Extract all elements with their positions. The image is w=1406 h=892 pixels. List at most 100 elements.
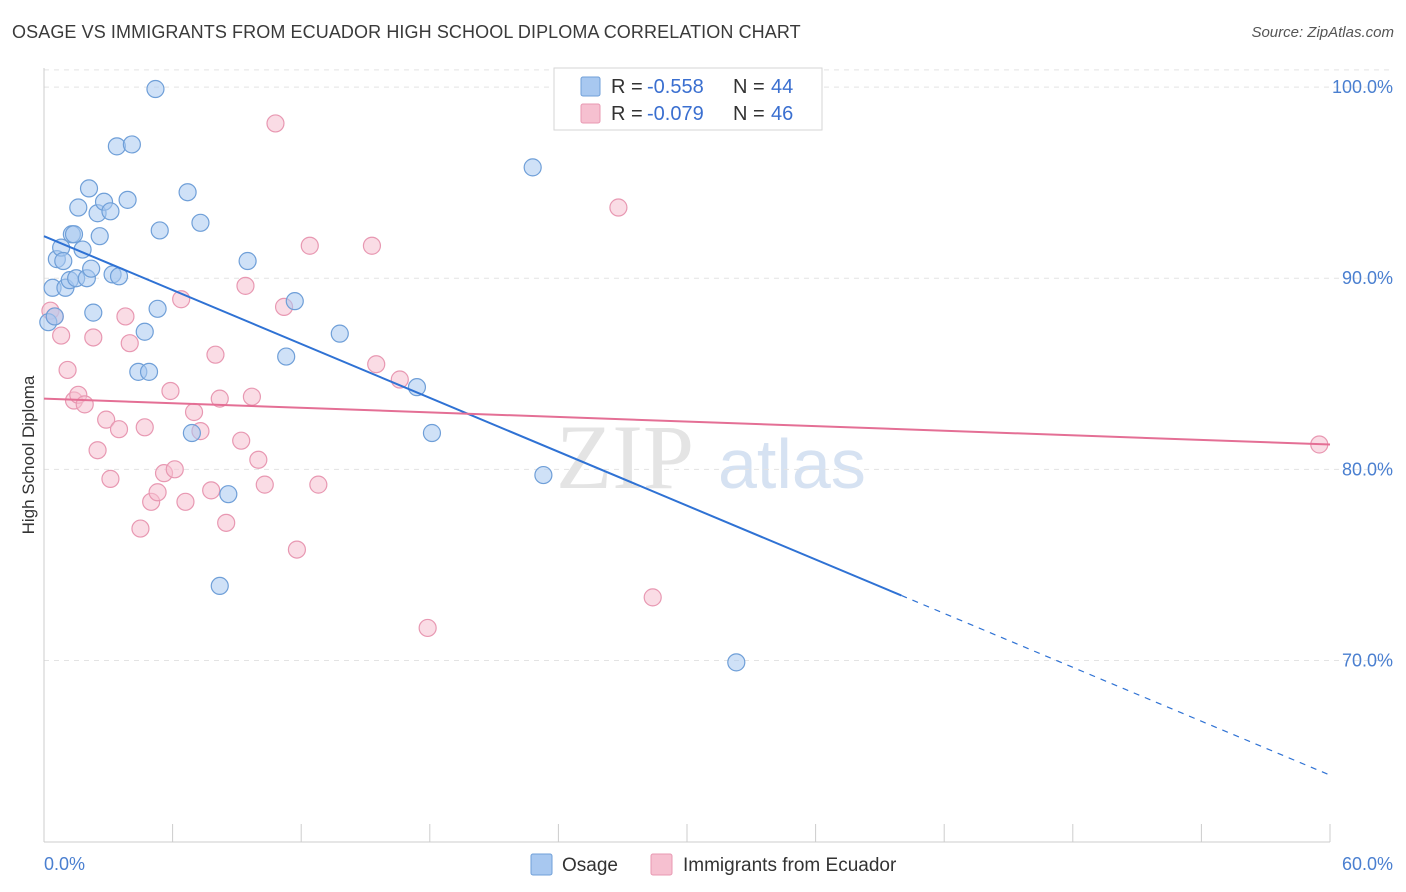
osage-point	[219, 485, 238, 504]
ecuador-point	[202, 481, 221, 500]
x-tick-label: 60.0%	[1342, 854, 1393, 874]
osage-point	[107, 137, 126, 156]
ecuador-point	[161, 381, 180, 401]
osage-point	[122, 135, 141, 154]
osage-point	[82, 259, 101, 278]
legend-n-label-osage: N =	[733, 76, 765, 98]
y-tick-labels: 100.0% 90.0% 80.0% 70.0%	[1332, 77, 1393, 670]
legend-series: Osage Immigrants from Ecuador	[530, 853, 897, 876]
ecuador-point	[242, 387, 262, 406]
ecuador-point	[236, 276, 255, 295]
osage-points	[39, 79, 746, 672]
ecuador-point	[367, 355, 386, 374]
osage-point	[178, 183, 197, 202]
osage-point	[146, 79, 165, 99]
ecuador-point	[176, 492, 195, 511]
ecuador-point	[97, 410, 116, 429]
osage-point	[534, 465, 553, 485]
trend-lines	[43, 235, 1331, 776]
ecuador-point	[609, 198, 628, 217]
source-label: Source: ZipAtlas.com	[1251, 24, 1394, 41]
ecuador-point	[52, 326, 71, 345]
ecuador-point	[75, 395, 94, 414]
legend-n-value-ecuador: 46	[771, 103, 793, 125]
y-tick-label: 80.0%	[1342, 459, 1393, 479]
legend-label-osage: Osage	[562, 855, 618, 876]
ecuador-point	[84, 328, 103, 347]
legend-r-value-osage: -0.558	[647, 76, 704, 98]
legend-r-value-ecuador: -0.079	[647, 103, 704, 125]
ecuador-point	[109, 420, 129, 439]
ecuador-point	[309, 475, 328, 494]
ecuador-point	[101, 469, 120, 488]
legend-r-label-ecuador: R =	[611, 103, 643, 125]
osage-point	[45, 307, 64, 326]
ecuador-point	[58, 360, 77, 380]
ecuador-point	[217, 513, 236, 532]
ecuador-point	[210, 389, 229, 408]
watermark-zip: ZIP	[556, 406, 694, 508]
osage-point	[135, 322, 154, 341]
ecuador-point	[206, 345, 225, 364]
legend-swatch-osage	[580, 76, 601, 97]
legend-r-label-osage: R =	[611, 76, 643, 98]
legend-swatch-ecuador	[580, 103, 601, 124]
osage-point	[277, 347, 296, 366]
ecuador-points	[41, 114, 1329, 638]
ecuador-point	[300, 236, 319, 255]
ecuador-point	[116, 307, 135, 326]
osage-point	[238, 251, 257, 271]
osage-point	[182, 423, 201, 443]
osage-point	[64, 225, 84, 244]
ecuador-point	[148, 483, 167, 502]
osage-point	[101, 202, 120, 221]
osage-point	[727, 653, 746, 672]
osage-point	[139, 362, 159, 381]
osage-point	[191, 213, 210, 232]
ecuador-point	[184, 402, 204, 422]
osage-point	[54, 251, 73, 271]
ecuador-point	[418, 618, 437, 638]
osage-trend-line	[43, 235, 902, 597]
ecuador-point	[131, 519, 150, 538]
osage-point	[330, 324, 349, 343]
ecuador-point	[232, 431, 251, 450]
osage-point	[90, 227, 109, 246]
legend-n-value-osage: 44	[771, 76, 793, 98]
osage-point	[84, 303, 103, 322]
ecuador-point	[362, 236, 382, 255]
osage-point	[285, 292, 304, 311]
ecuador-point	[135, 418, 154, 437]
osage-trend-extension	[901, 594, 1331, 776]
ecuador-trend-line	[43, 397, 1331, 446]
osage-point	[422, 423, 442, 443]
ecuador-point	[643, 588, 662, 607]
legend-swatch-osage-bottom	[530, 853, 553, 876]
y-tick-label: 90.0%	[1342, 268, 1393, 288]
ecuador-point	[165, 460, 184, 479]
ecuador-point	[88, 441, 107, 460]
legend-label-ecuador: Immigrants from Ecuador	[683, 855, 897, 876]
osage-point	[79, 179, 99, 198]
watermark-atlas: atlas	[718, 425, 866, 503]
chart-title: OSAGE VS IMMIGRANTS FROM ECUADOR HIGH SC…	[12, 22, 801, 42]
y-axis-label: High School Diploma	[19, 375, 38, 534]
x-tick-label: 0.0%	[44, 854, 85, 874]
ecuador-point	[249, 450, 268, 469]
ecuador-point	[255, 475, 274, 494]
osage-point	[118, 190, 137, 209]
legend-correlation: R = -0.558 N = 44 R = -0.079 N = 46	[553, 67, 823, 131]
osage-point	[210, 576, 229, 596]
gridlines	[44, 69, 1392, 661]
ecuador-point	[266, 114, 285, 133]
osage-point	[150, 221, 169, 240]
y-tick-label: 100.0%	[1332, 77, 1393, 97]
osage-point	[148, 299, 167, 318]
legend-swatch-ecuador-bottom	[650, 853, 673, 876]
watermark: ZIP atlas	[556, 406, 866, 508]
osage-point	[69, 198, 88, 217]
y-tick-label: 70.0%	[1342, 650, 1393, 670]
osage-point	[523, 158, 542, 177]
ecuador-point	[287, 540, 307, 559]
